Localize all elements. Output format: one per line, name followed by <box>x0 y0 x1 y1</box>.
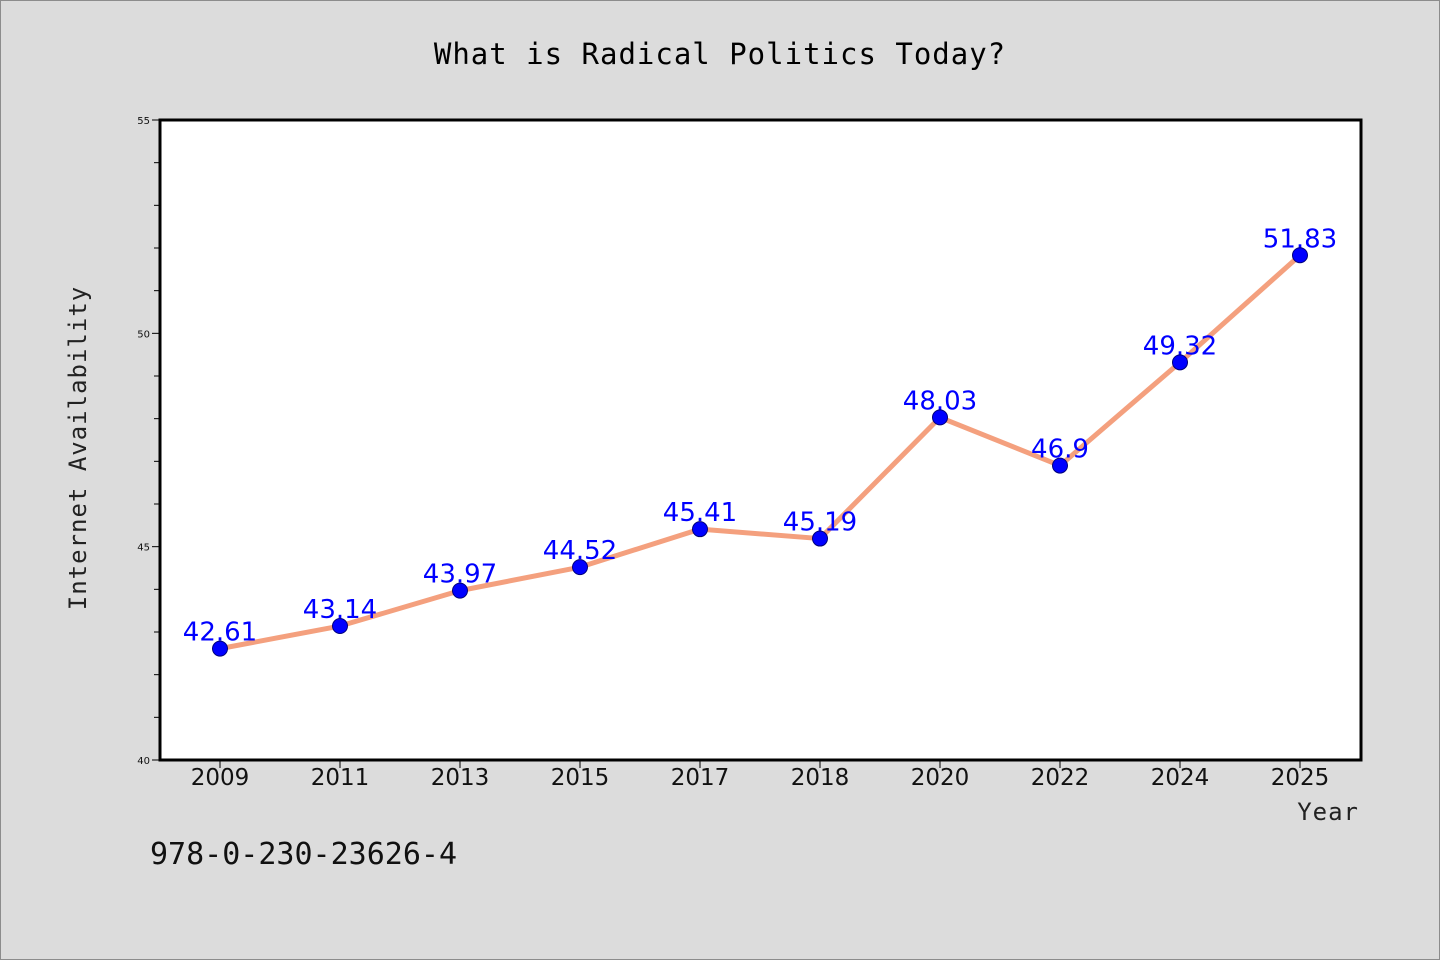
data-point-marker <box>1052 457 1068 474</box>
y-axis-ticks: 40 45 50 55 <box>137 116 160 767</box>
data-point-marker <box>1172 354 1188 371</box>
y-tick-label: 40 <box>137 756 150 767</box>
x-tick-label: 2015 <box>551 765 610 791</box>
data-point-marker <box>332 618 348 635</box>
x-tick-label: 2020 <box>911 765 970 791</box>
series-markers <box>212 247 1308 657</box>
x-tick-label: 2013 <box>431 765 490 791</box>
x-tick-label: 2025 <box>1271 765 1330 791</box>
data-point-marker <box>932 409 948 426</box>
data-point-marker <box>692 521 708 538</box>
x-axis-label: Year <box>1297 798 1359 826</box>
y-tick-label: 45 <box>137 543 150 554</box>
x-tick-label: 2024 <box>1151 765 1210 791</box>
x-tick-label: 2009 <box>191 765 250 791</box>
data-point-marker <box>812 530 828 547</box>
x-tick-label: 2011 <box>311 765 370 791</box>
data-point-marker <box>212 640 228 657</box>
isbn-caption: 978-0-230-23626-4 <box>150 837 457 872</box>
plot-area <box>158 118 1363 762</box>
series-polyline <box>217 252 1303 652</box>
data-point-marker <box>452 582 468 599</box>
x-tick-label: 2022 <box>1031 765 1090 791</box>
y-axis-label: Internet Availability <box>64 286 92 610</box>
y-tick-label: 50 <box>137 329 150 340</box>
data-point-marker <box>572 559 588 576</box>
x-axis-ticks: 2009 2011 2013 2015 2017 2018 2020 2022 2024 2025 <box>191 760 1330 791</box>
x-tick-label: 2018 <box>791 765 850 791</box>
chart-title: What is Radical Politics Today? <box>434 37 1006 71</box>
series-line <box>217 252 1303 652</box>
y-tick-label: 55 <box>137 116 150 127</box>
data-point-marker <box>1292 247 1308 264</box>
x-tick-label: 2017 <box>671 765 730 791</box>
